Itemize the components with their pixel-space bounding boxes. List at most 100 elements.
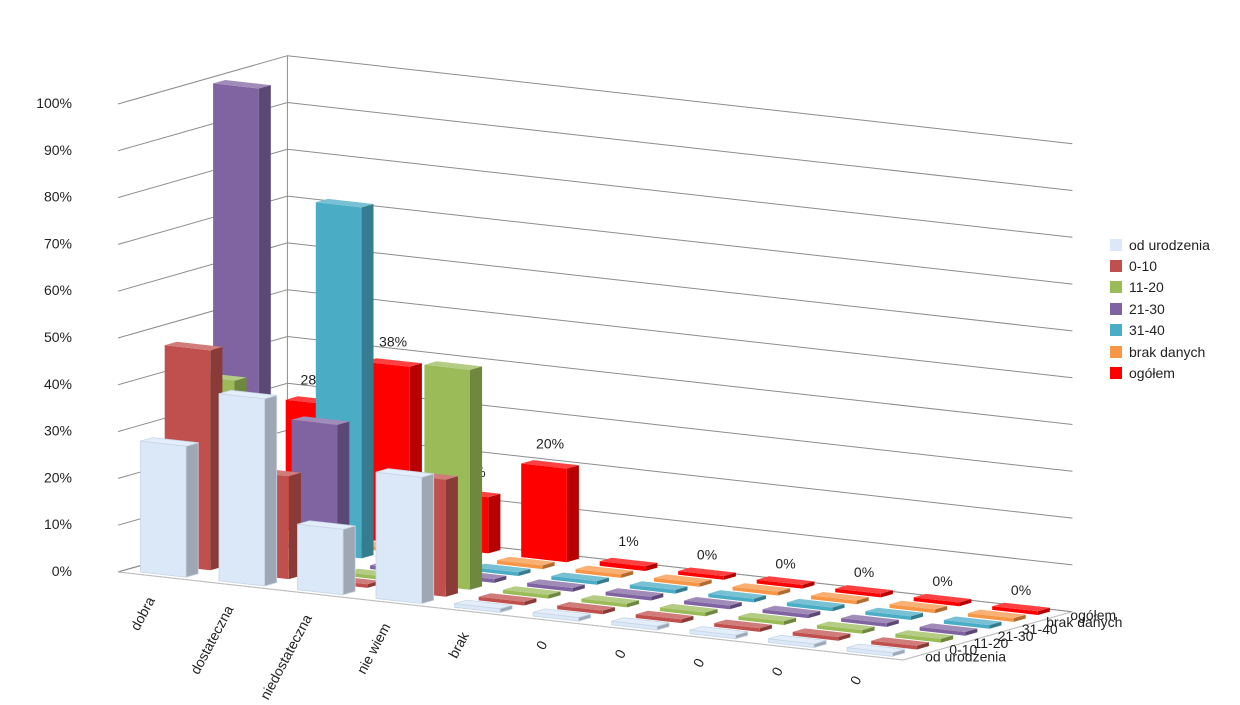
bar-side (470, 366, 483, 590)
bar (684, 597, 742, 610)
bar-front (557, 605, 603, 615)
bar-side (862, 626, 875, 634)
legend-swatch (1110, 238, 1122, 251)
bar (865, 607, 923, 620)
legend-swatch (1110, 345, 1122, 358)
bar-top (140, 437, 199, 447)
depth-label: 21-30 (998, 628, 1034, 644)
category-label: niedostateczna (257, 611, 315, 702)
bar-top (732, 583, 791, 592)
bar (968, 609, 1026, 622)
bar-side (838, 633, 851, 641)
bar (913, 593, 972, 607)
bar (575, 565, 634, 578)
bar-side (548, 591, 561, 599)
bar (871, 637, 929, 650)
bar-side (524, 598, 537, 606)
legend-item: ogółem (1110, 362, 1210, 383)
bar (599, 557, 658, 571)
bar-top (635, 610, 694, 620)
legend-label: 21-30 (1129, 300, 1165, 317)
legend-label: 11-20 (1129, 279, 1164, 296)
data-label: 0% (775, 555, 795, 571)
bar-front (762, 609, 809, 619)
bar (551, 572, 609, 585)
bar (659, 603, 718, 617)
bar-top (454, 599, 513, 610)
bar (835, 585, 893, 598)
bar-side (856, 597, 869, 605)
bar-top (714, 619, 772, 629)
bar (629, 581, 688, 594)
legend-label: ogółem (1129, 365, 1175, 382)
bar-top (551, 572, 609, 582)
bar-side (602, 607, 615, 615)
bar-top (943, 616, 1002, 626)
bar-front (635, 614, 682, 624)
category-label: nie wiem (353, 620, 393, 676)
legend-swatch (1110, 260, 1122, 273)
bar-top (532, 608, 591, 618)
bar-front (659, 607, 706, 617)
bar-side (1013, 614, 1026, 622)
legend-item: 31-40 (1110, 320, 1210, 341)
bar-side (542, 561, 555, 570)
bar-top (811, 592, 869, 601)
bar-top (816, 621, 875, 631)
bar (786, 598, 845, 612)
bar-front (792, 631, 839, 641)
bar-side (645, 562, 658, 571)
bar (454, 599, 513, 613)
bar-side (759, 624, 772, 632)
bar (768, 634, 827, 649)
bar-top (605, 588, 664, 597)
bar-front (472, 567, 519, 576)
legend-item: 0-10 (1110, 255, 1210, 276)
bar-side (729, 602, 742, 610)
bar-side (651, 593, 664, 601)
bar-side (445, 476, 458, 597)
bar (846, 643, 906, 657)
bar (708, 590, 766, 603)
bar-side (705, 609, 718, 617)
bar (762, 605, 821, 619)
bar-top (478, 593, 537, 602)
bar-top (527, 579, 585, 588)
data-label: 1% (618, 533, 638, 549)
bar-side (621, 570, 634, 578)
bar-side (886, 619, 899, 627)
bar-top (164, 341, 223, 351)
bar-side (910, 612, 923, 620)
bar-front (714, 623, 760, 632)
bar-top (659, 603, 718, 613)
bar-front (895, 633, 941, 643)
bar-side (1037, 607, 1050, 615)
legend-swatch (1110, 367, 1122, 380)
y-tick-label: 20% (44, 469, 72, 485)
depth-label: 11-20 (974, 635, 1009, 651)
bar-side (699, 579, 712, 587)
bar-top (913, 593, 972, 603)
bar-front (575, 569, 622, 578)
bar (557, 602, 615, 615)
bar-top (575, 565, 634, 575)
legend-swatch (1110, 302, 1122, 315)
bar-front (919, 626, 966, 636)
bar-side (488, 493, 501, 554)
bar-front (297, 523, 344, 596)
bar-front (913, 597, 960, 607)
data-label: 0% (1011, 582, 1031, 598)
y-tick-label: 40% (44, 376, 72, 392)
bar-front (605, 591, 652, 601)
bar-front (841, 618, 887, 627)
legend-item: 11-20 (1110, 277, 1210, 298)
bar-top (218, 389, 277, 400)
bar-side (784, 617, 797, 625)
data-label: 0% (697, 547, 717, 563)
bar (218, 389, 278, 587)
bar (714, 619, 772, 632)
bar-top (895, 630, 954, 639)
bar (756, 576, 815, 589)
bar-top (689, 626, 748, 636)
